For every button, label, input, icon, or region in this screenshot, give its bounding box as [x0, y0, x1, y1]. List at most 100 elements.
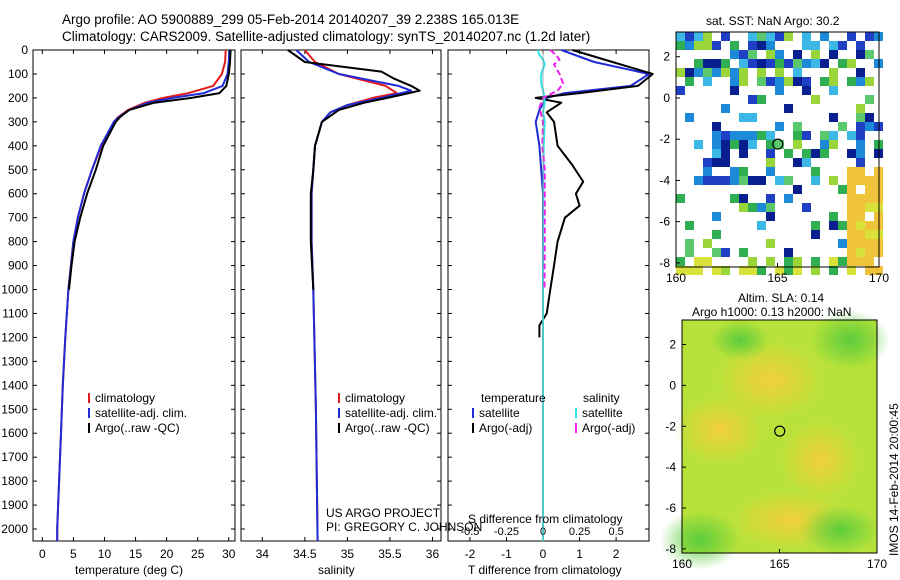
sst-cell	[847, 248, 856, 257]
sst-cell	[730, 140, 739, 149]
sst-map-xtick-label: 165	[767, 271, 787, 285]
salinity-xtick-label: 34.5	[293, 547, 317, 561]
sst-cell	[856, 203, 865, 212]
sst-cell	[829, 50, 838, 59]
sst-cell	[748, 176, 757, 185]
sst-cell	[865, 32, 874, 41]
sla-low-blob	[810, 310, 890, 370]
sst-cell	[766, 50, 775, 59]
sst-map-cells	[676, 32, 883, 275]
sst-cell	[856, 68, 865, 77]
depth-tick-label: 0	[21, 43, 28, 57]
sst-cell	[847, 230, 856, 239]
sla-map-ytick-label: -2	[665, 419, 676, 433]
sst-cell	[865, 185, 874, 194]
sst-cell	[685, 266, 694, 275]
sst-cell	[838, 239, 847, 248]
sst-cell	[811, 41, 820, 50]
imos-timestamp: IMOS 14-Feb-2014 20:00:45	[887, 403, 900, 556]
sst-cell	[811, 50, 820, 59]
sst-cell	[757, 95, 766, 104]
difference-axes-frame	[447, 49, 650, 542]
difference-xtick-label: 0	[540, 547, 547, 561]
sst-cell	[802, 32, 811, 41]
depth-tick-label: 100	[8, 67, 28, 81]
sst-cell	[856, 131, 865, 140]
sla-map-xtick-label: 160	[672, 557, 692, 571]
sst-cell	[712, 230, 721, 239]
sst-cell	[811, 221, 820, 230]
difference-series-t-satellite	[534, 49, 650, 541]
sst-cell	[793, 140, 802, 149]
difference-xtick-label: 2	[613, 547, 620, 561]
sst-cell	[865, 95, 874, 104]
sst-cell	[793, 266, 802, 275]
sst-cell	[793, 50, 802, 59]
sst-cell	[739, 149, 748, 158]
sla-map-ytick-label: -4	[665, 460, 676, 474]
sst-map-ytick-label: -4	[659, 173, 670, 187]
sst-cell	[847, 77, 856, 86]
difference-temperature-legend-label: Argo(-adj)	[479, 421, 532, 435]
sst-cell	[739, 59, 748, 68]
temperature-xtick-label: 25	[191, 547, 205, 561]
sst-cell	[730, 86, 739, 95]
sst-cell	[757, 266, 766, 275]
sst-cell	[712, 266, 721, 275]
sst-cell	[721, 248, 730, 257]
sst-cell	[703, 59, 712, 68]
sst-cell	[784, 32, 793, 41]
sst-cell	[811, 167, 820, 176]
sst-cell	[712, 122, 721, 131]
sst-cell	[784, 104, 793, 113]
plot-title-line1: Argo profile: AO 5900889_299 05-Feb-2014…	[62, 12, 520, 27]
sla-low-blob	[800, 505, 880, 555]
depth-tick-label: 700	[8, 211, 28, 225]
sst-cell	[712, 41, 721, 50]
sst-cell	[721, 131, 730, 140]
sst-cell	[694, 140, 703, 149]
sst-cell	[847, 221, 856, 230]
depth-tick-label: 600	[8, 187, 28, 201]
sst-cell	[856, 41, 865, 50]
temperature-series-argo-raw-qc-	[68, 49, 232, 290]
sst-map-xtick-label: 160	[666, 271, 686, 285]
sst-cell	[766, 167, 775, 176]
sst-cell	[838, 122, 847, 131]
difference-secondary-tick-label: 0.5	[608, 526, 623, 538]
sst-cell	[748, 131, 757, 140]
sst-cell	[766, 140, 775, 149]
sst-cell	[856, 158, 865, 167]
difference-secondary-tick-label: -0.5	[460, 526, 479, 538]
sst-cell	[811, 266, 820, 275]
depth-tick-label: 1400	[1, 378, 28, 392]
sst-cell	[694, 59, 703, 68]
sst-map-argo-marker	[772, 138, 784, 150]
sst-cell	[811, 176, 820, 185]
sst-cell	[685, 41, 694, 50]
sst-cell	[838, 41, 847, 50]
sst-cell	[775, 266, 784, 275]
sst-cell	[721, 149, 730, 158]
plot-title-line2: Climatology: CARS2009. Satellite-adjuste…	[62, 29, 591, 44]
sst-cell	[685, 248, 694, 257]
sst-cell	[847, 167, 856, 176]
sst-cell	[793, 122, 802, 131]
sst-cell	[865, 239, 874, 248]
depth-tick-label: 1900	[1, 498, 28, 512]
sst-cell	[775, 77, 784, 86]
sst-cell	[703, 68, 712, 77]
sst-cell	[784, 176, 793, 185]
sst-cell	[703, 239, 712, 248]
sst-cell	[847, 212, 856, 221]
sst-cell	[676, 257, 685, 266]
sst-cell	[856, 50, 865, 59]
sst-cell	[838, 185, 847, 194]
sst-cell	[766, 41, 775, 50]
sst-cell	[829, 77, 838, 86]
sla-low-blob	[660, 510, 740, 570]
sla-map-ytick-label: -6	[665, 501, 676, 515]
salinity-legend-label: climatology	[345, 391, 405, 405]
sst-cell	[757, 68, 766, 77]
temperature-xtick-label: 10	[98, 547, 112, 561]
